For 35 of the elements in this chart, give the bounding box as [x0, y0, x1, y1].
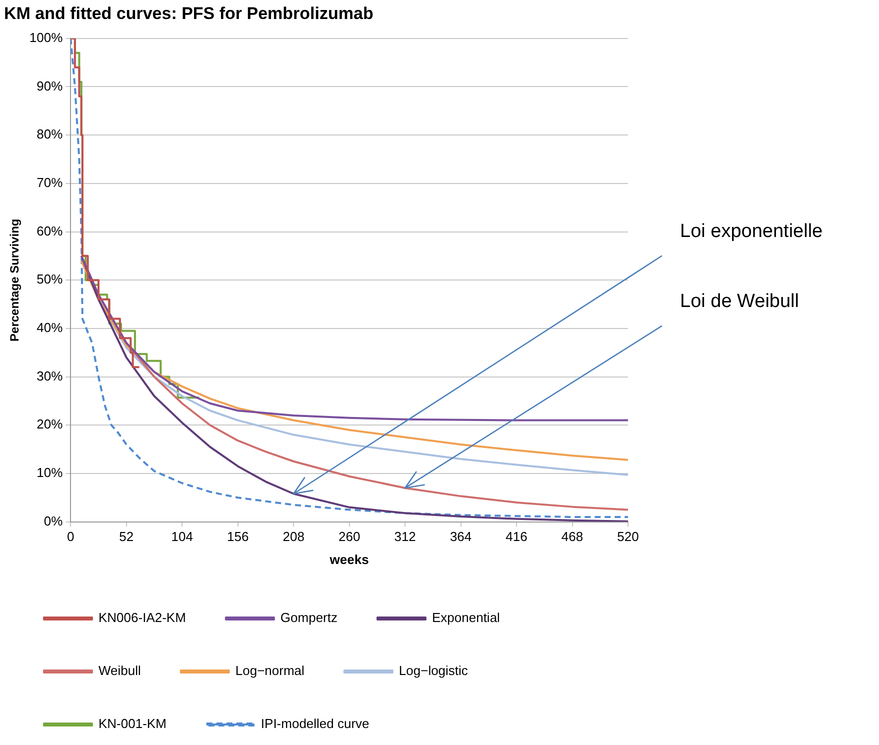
- y-tick-label: 90%: [36, 78, 64, 94]
- annotation: Loi exponentielle: [680, 220, 823, 243]
- y-tick-label: 40%: [36, 320, 64, 336]
- y-tick-label: 0%: [44, 513, 64, 528]
- annotation: Loi de Weibull: [680, 290, 800, 313]
- y-tick-label: 10%: [36, 465, 64, 480]
- legend-label: Log−normal: [235, 663, 305, 678]
- legend-label: IPI-modelled curve: [260, 716, 370, 732]
- chart-title: KM and fitted curves: PFS for Pembrolizumab: [4, 4, 374, 23]
- legend-label: KN006-IA2-KM: [98, 610, 186, 626]
- x-tick-label: 0: [67, 529, 74, 544]
- x-tick-label: 364: [450, 529, 472, 544]
- x-tick-label: 208: [282, 529, 304, 544]
- legend-label: Weibull: [98, 663, 141, 678]
- x-tick-label: 52: [119, 529, 134, 544]
- y-axis-title: Percentage Surviving: [8, 218, 22, 342]
- y-tick-label: 60%: [36, 223, 64, 238]
- x-tick-label: 468: [561, 529, 584, 544]
- legend-label: Log−logistic: [398, 663, 468, 678]
- x-tick-label: 312: [394, 529, 416, 544]
- y-tick-label: 80%: [36, 126, 64, 142]
- x-tick-label: 104: [171, 529, 193, 544]
- x-tick-label: 156: [227, 529, 249, 544]
- y-tick-label: 30%: [36, 368, 64, 384]
- y-tick-label: 70%: [36, 175, 64, 190]
- x-tick-label: 520: [617, 529, 639, 544]
- y-tick-label: 100%: [29, 30, 64, 45]
- y-tick-label: 50%: [36, 272, 64, 287]
- x-tick-label: 260: [338, 529, 360, 544]
- y-tick-label: 20%: [36, 416, 64, 432]
- legend-label: Exponential: [432, 610, 500, 626]
- legend-label: KN-001-KM: [98, 716, 166, 732]
- legend-label: Gompertz: [280, 610, 338, 626]
- x-tick-label: 416: [506, 529, 528, 544]
- x-axis-title: weeks: [328, 552, 369, 567]
